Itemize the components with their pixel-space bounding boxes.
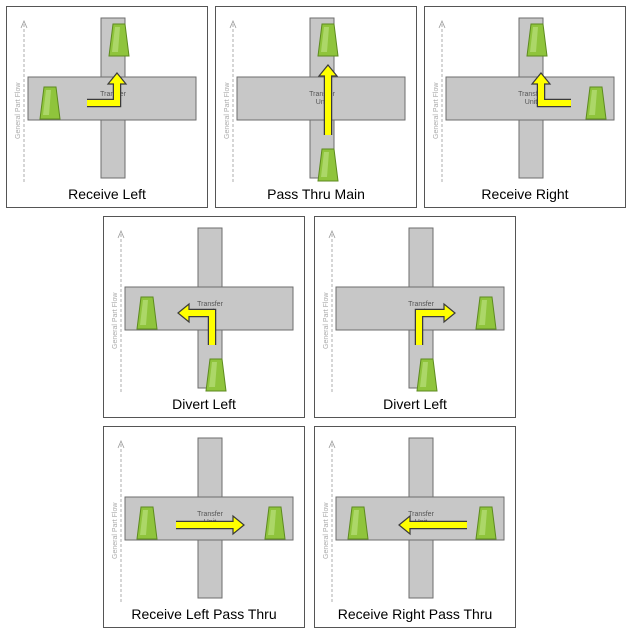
transfer-unit-label-line2: Unit [316, 99, 329, 106]
panel-caption: Receive Left [68, 186, 146, 202]
part-icon [585, 86, 607, 120]
transfer-direction-arrow [87, 72, 128, 108]
panel-caption: Divert Left [383, 396, 447, 412]
transfer-unit-label-line2: Unit [525, 99, 538, 106]
transfer-direction-arrow [398, 514, 467, 536]
part-icon [39, 86, 61, 120]
transfer-unit-label: Transfer [408, 511, 434, 518]
transfer-direction-arrow [176, 514, 245, 536]
panel-caption: Receive Right [481, 186, 569, 202]
panel-caption: Receive Right Pass Thru [337, 606, 493, 622]
transfer-direction-arrow [530, 72, 571, 108]
part-icon [317, 23, 339, 57]
flow-label: General Part Flow [15, 82, 22, 139]
part-icon [108, 23, 130, 57]
transfer-unit-label: Transfer [408, 301, 434, 308]
flow-arrowhead-icon [328, 439, 336, 449]
part-icon [136, 506, 158, 540]
transfer-unit-label: Transfer [518, 91, 544, 98]
flow-label: General Part Flow [112, 292, 119, 349]
flow-label: General Part Flow [112, 502, 119, 559]
panel-caption: Pass Thru Main [267, 186, 365, 202]
transfer-direction-arrow [414, 302, 456, 345]
panel-receive-left-pass-thru: Transfer Unit General Part Flow Receive Lef… [103, 426, 305, 628]
flow-label: General Part Flow [224, 82, 231, 139]
part-icon [526, 23, 548, 57]
panel-receive-right: Transfer Unit General Part Flow Receive Rig… [424, 6, 626, 208]
part-icon [136, 296, 158, 330]
part-icon [475, 296, 497, 330]
panel-pass-thru-main: Transfer Unit General Part Flow Pass Thru M… [215, 6, 417, 208]
flow-label: General Part Flow [323, 292, 330, 349]
panel-receive-left: Transfer Unit General Part Flow Receive Lef… [6, 6, 208, 208]
part-icon [347, 506, 369, 540]
part-icon [475, 506, 497, 540]
flow-label: General Part Flow [433, 82, 440, 139]
transfer-unit-label: Transfer [309, 91, 335, 98]
part-icon [205, 358, 227, 392]
flow-arrowhead-icon [117, 439, 125, 449]
panel-divert-left-2: Transfer Unit General Part Flow Divert Left [314, 216, 516, 418]
flow-arrowhead-icon [438, 19, 446, 29]
panel-receive-right-pass-thru: Transfer Unit General Part Flow Receive Rig… [314, 426, 516, 628]
panel-caption: Divert Left [172, 396, 236, 412]
flow-arrowhead-icon [117, 229, 125, 239]
transfer-unit-label: Transfer [197, 301, 223, 308]
panel-caption: Receive Left Pass Thru [131, 606, 277, 622]
flow-label: General Part Flow [323, 502, 330, 559]
part-icon [264, 506, 286, 540]
transfer-direction-arrow [317, 64, 339, 135]
part-icon [416, 358, 438, 392]
flow-arrowhead-icon [20, 19, 28, 29]
transfer-direction-arrow [177, 302, 217, 345]
transfer-unit-label: Transfer [197, 511, 223, 518]
panel-divert-left: Transfer Unit General Part Flow Divert Left [103, 216, 305, 418]
flow-arrowhead-icon [229, 19, 237, 29]
flow-arrowhead-icon [328, 229, 336, 239]
part-icon [317, 148, 339, 182]
